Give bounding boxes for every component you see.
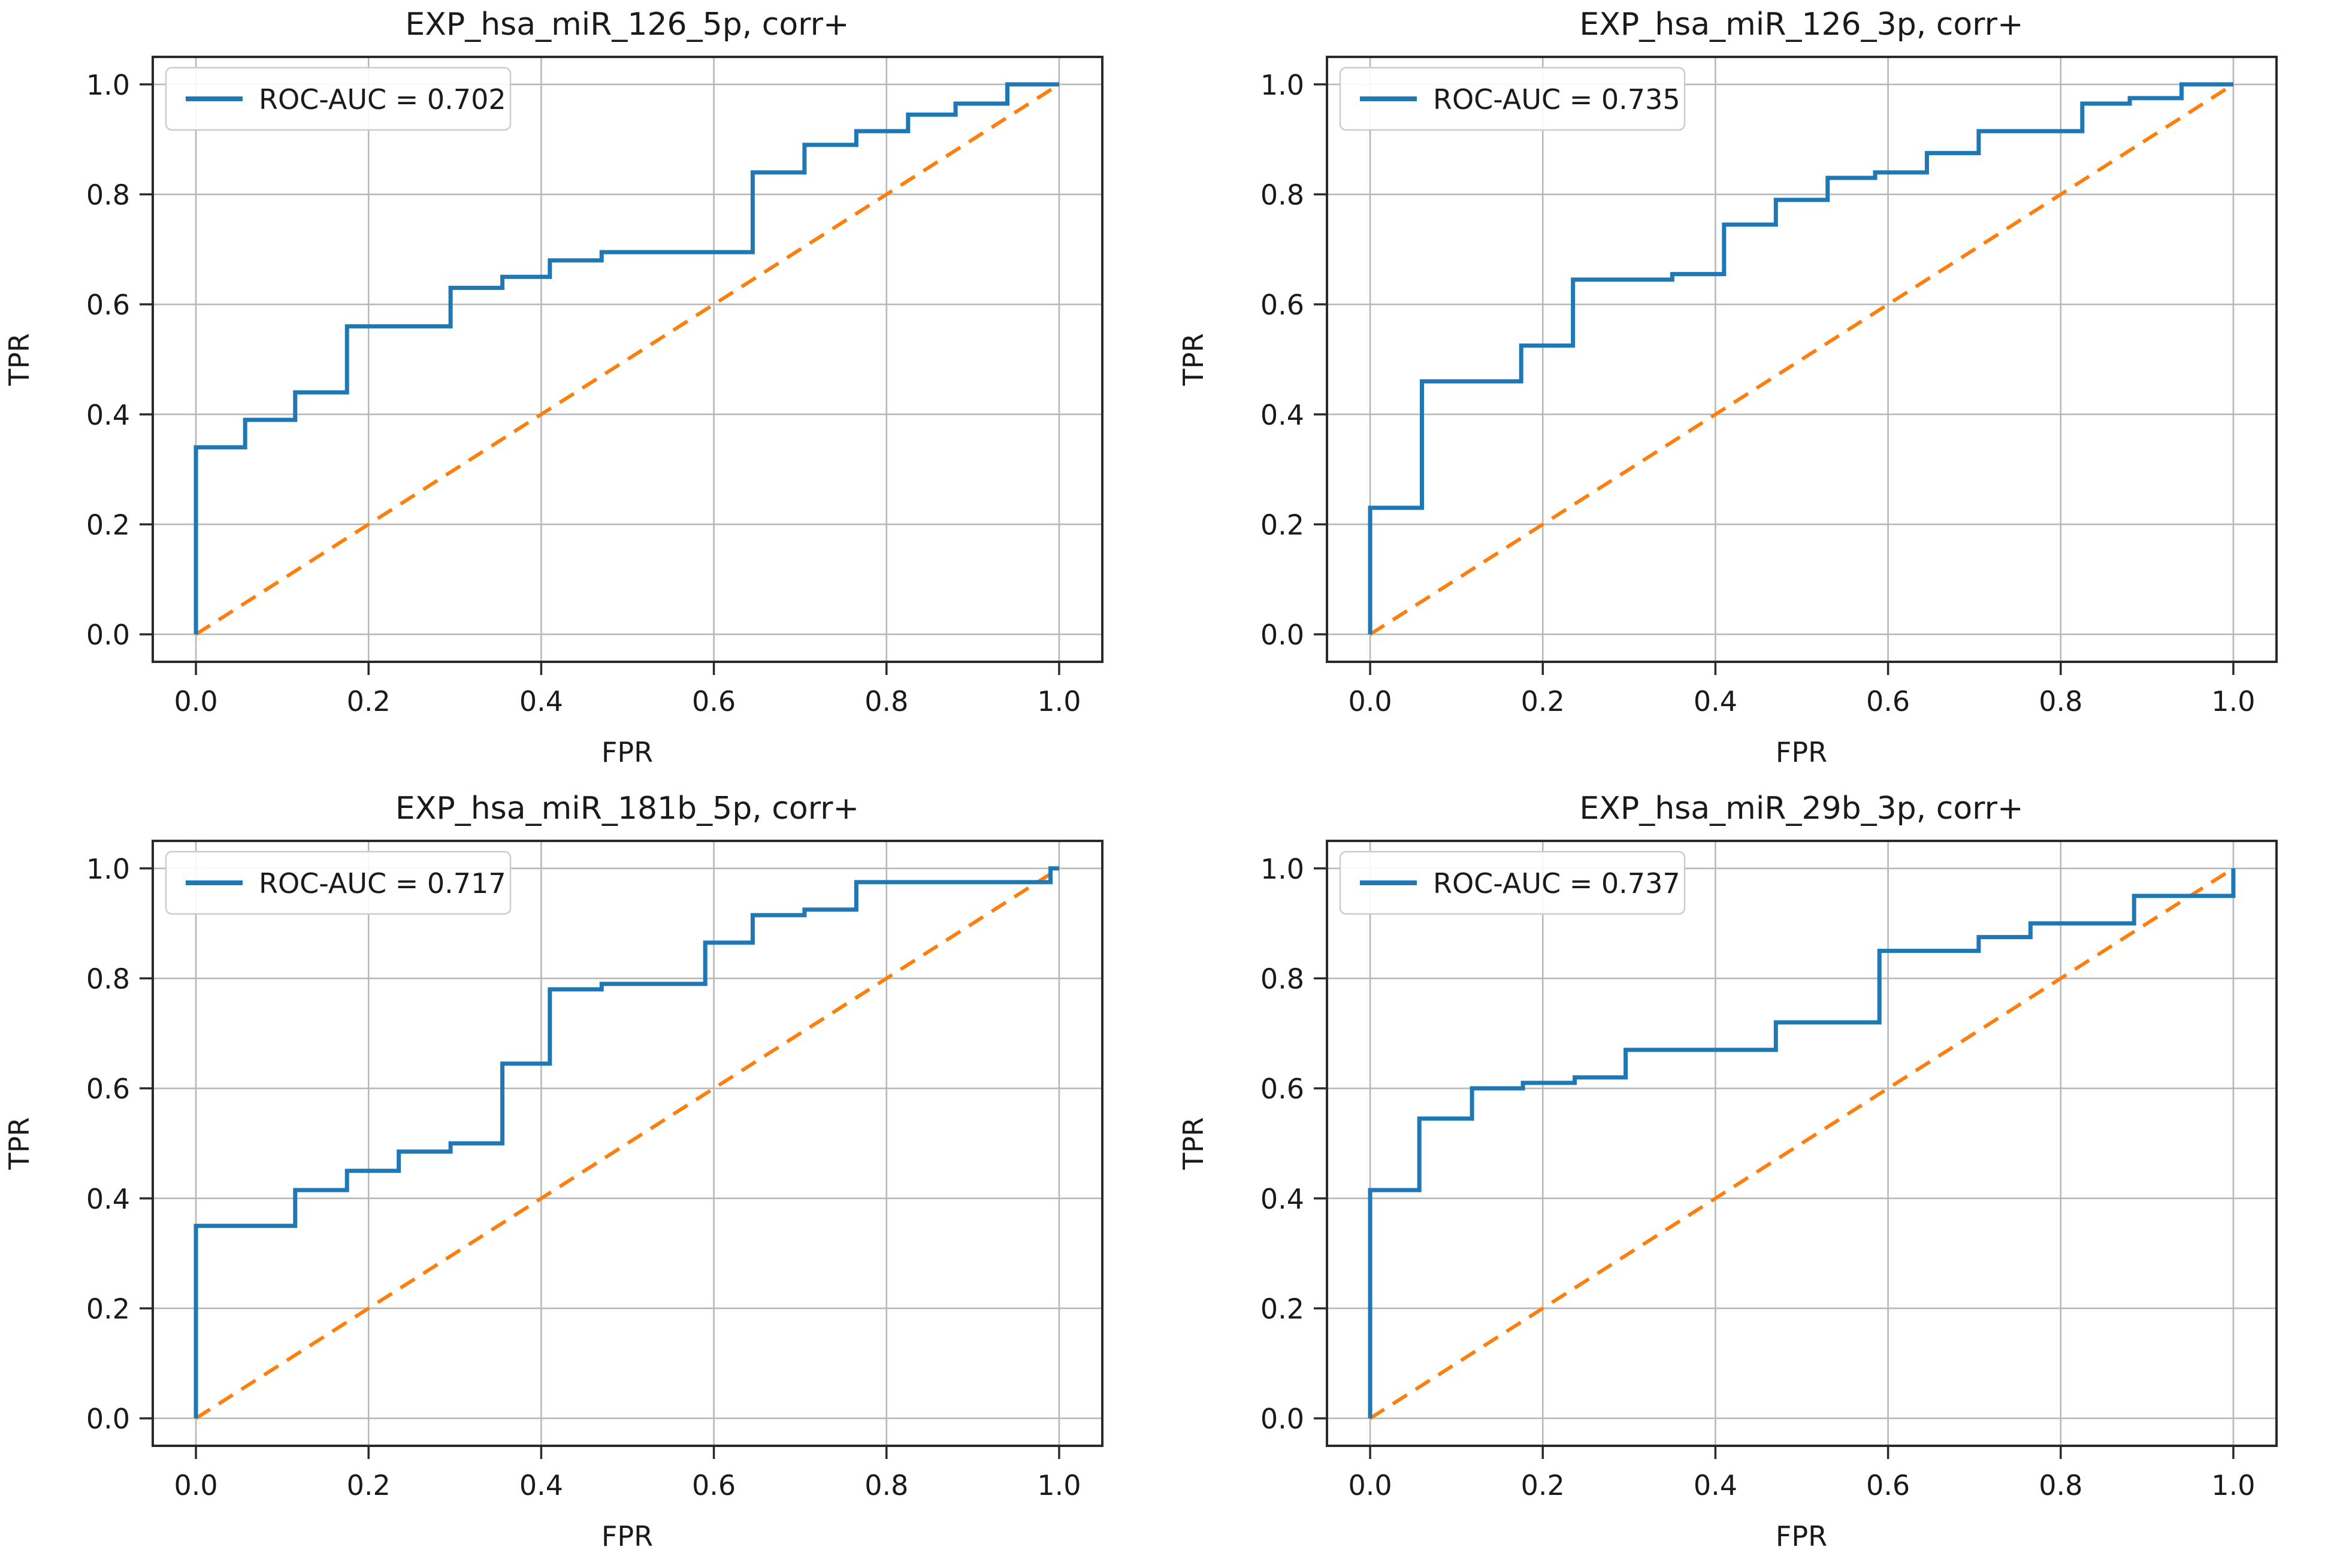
x-tick-label: 0.0 (1348, 685, 1392, 718)
y-tick-label: 0.4 (1260, 1183, 1304, 1215)
y-tick-label: 1.0 (86, 853, 130, 885)
legend: ROC-AUC = 0.717 (165, 850, 512, 915)
x-tick-label: 0.4 (519, 1469, 563, 1502)
roc-curve-line (194, 82, 1059, 635)
x-tick-label: 0.4 (1694, 1469, 1737, 1502)
y-tick-label: 0.6 (1260, 289, 1304, 321)
roc-chart-canvas: 0.0 0.2 0.4 0.6 0.8 1.0 0.0 0.2 0.4 0.6 0.8 1.0 EXP… (3, 7, 1104, 768)
y-tick-label: 0.2 (1260, 1292, 1304, 1325)
y-tick-label: 0.0 (1260, 1403, 1304, 1435)
y-tick-label: 0.8 (1260, 179, 1304, 211)
x-tick-label: 0.6 (692, 1469, 736, 1502)
legend-label: ROC-AUC = 0.717 (259, 867, 506, 900)
y-axis-label: TPR (1177, 1117, 1210, 1170)
axes-spines (152, 840, 1104, 1447)
x-tick-label: 0.8 (864, 685, 908, 718)
roc-subplot-mir-29b-3p: 0.0 0.2 0.4 0.6 0.8 1.0 0.0 0.2 0.4 0.6 0.8 1.0 EXP… (1174, 784, 2348, 1568)
y-tick-label: 0.4 (86, 1183, 130, 1215)
plot-area: 0.0 0.2 0.4 0.6 0.8 1.0 0.0 0.2 0.4 0.6 0.8 1.0 (86, 56, 1104, 718)
x-tick-label: 0.0 (1348, 1469, 1392, 1502)
y-tick-label: 0.6 (1260, 1073, 1304, 1105)
y-tick-label: 0.4 (86, 399, 130, 431)
legend-label: ROC-AUC = 0.702 (259, 83, 506, 116)
y-tick-label: 0.8 (86, 179, 130, 211)
y-tick-label: 0.6 (86, 1073, 130, 1105)
y-tick-label: 1.0 (1260, 853, 1304, 885)
x-tick-label: 0.2 (347, 1469, 391, 1502)
x-axis-label: FPR (601, 736, 653, 768)
x-tick-label: 0.2 (1521, 685, 1565, 718)
x-tick-label: 0.6 (692, 685, 736, 718)
x-tick-label: 0.2 (347, 685, 391, 718)
x-tick-label: 0.4 (1694, 685, 1737, 718)
x-tick-label: 1.0 (2211, 685, 2255, 718)
plot-area: 0.0 0.2 0.4 0.6 0.8 1.0 0.0 0.2 0.4 0.6 0.8 1.0 (86, 840, 1104, 1502)
x-tick-label: 0.8 (864, 1469, 908, 1502)
roc-curve-line (1368, 868, 2236, 1419)
legend-box (165, 850, 512, 915)
plot-area: 0.0 0.2 0.4 0.6 0.8 1.0 0.0 0.2 0.4 0.6 0.8 1.0 (1260, 840, 2278, 1502)
plot-title: EXP_hsa_miR_181b_5p, corr+ (395, 791, 859, 827)
legend-label: ROC-AUC = 0.737 (1433, 867, 1680, 900)
axes-spines (1326, 56, 2278, 663)
y-tick-label: 0.2 (1260, 508, 1304, 541)
plot-title: EXP_hsa_miR_126_5p, corr+ (405, 7, 849, 43)
y-tick-label: 1.0 (1260, 69, 1304, 101)
y-axis-label: TPR (3, 333, 35, 386)
x-tick-label: 0.4 (519, 685, 563, 718)
legend: ROC-AUC = 0.702 (165, 66, 512, 131)
x-axis-label: FPR (1776, 736, 1827, 768)
y-tick-label: 1.0 (86, 69, 130, 101)
x-tick-label: 1.0 (2211, 1469, 2255, 1502)
y-tick-label: 0.0 (86, 1403, 130, 1435)
x-tick-label: 0.6 (1866, 685, 1910, 718)
x-tick-label: 0.8 (2039, 1469, 2082, 1502)
y-tick-label: 0.0 (1260, 619, 1304, 651)
legend-box (165, 66, 512, 131)
x-axis-label: FPR (1776, 1520, 1827, 1552)
chance-diagonal-line (1369, 83, 2235, 636)
roc-subplot-mir-126-3p: 0.0 0.2 0.4 0.6 0.8 1.0 0.0 0.2 0.4 0.6 0.8 1.0 EXP… (1174, 0, 2348, 784)
roc-chart-canvas: 0.0 0.2 0.4 0.6 0.8 1.0 0.0 0.2 0.4 0.6 0.8 1.0 EXP… (1177, 791, 2278, 1552)
y-tick-label: 0.8 (86, 963, 130, 995)
x-tick-label: 0.0 (174, 685, 217, 718)
roc-chart-canvas: 0.0 0.2 0.4 0.6 0.8 1.0 0.0 0.2 0.4 0.6 0.8 1.0 EXP… (1177, 7, 2278, 768)
axes-spines (1326, 840, 2278, 1447)
x-tick-label: 0.2 (1521, 1469, 1565, 1502)
x-tick-label: 1.0 (1037, 1469, 1081, 1502)
roc-curve-line (194, 866, 1059, 1419)
axes-spines (152, 56, 1104, 663)
x-tick-label: 1.0 (1037, 685, 1081, 718)
legend: ROC-AUC = 0.737 (1339, 850, 1686, 915)
roc-chart-canvas: 0.0 0.2 0.4 0.6 0.8 1.0 0.0 0.2 0.4 0.6 0.8 1.0 EXP… (3, 791, 1104, 1552)
y-tick-label: 0.6 (86, 289, 130, 321)
y-tick-label: 0.0 (86, 619, 130, 651)
roc-subplot-mir-181b-5p: 0.0 0.2 0.4 0.6 0.8 1.0 0.0 0.2 0.4 0.6 0.8 1.0 EXP… (0, 784, 1174, 1568)
y-axis-label: TPR (1177, 333, 1210, 386)
plot-title: EXP_hsa_miR_126_3p, corr+ (1579, 7, 2023, 43)
y-tick-label: 0.4 (1260, 399, 1304, 431)
legend-label: ROC-AUC = 0.735 (1433, 83, 1680, 116)
y-tick-label: 0.2 (86, 1292, 130, 1325)
x-tick-label: 0.0 (174, 1469, 217, 1502)
chance-diagonal-line (195, 83, 1060, 636)
legend-box (1339, 850, 1686, 915)
chance-diagonal-line (1369, 867, 2235, 1420)
y-tick-label: 0.8 (1260, 963, 1304, 995)
chance-diagonal-line (195, 867, 1060, 1420)
legend: ROC-AUC = 0.735 (1339, 66, 1686, 131)
y-tick-label: 0.2 (86, 508, 130, 541)
legend-box (1339, 66, 1686, 131)
roc-curve-line (1368, 82, 2233, 635)
x-tick-label: 0.8 (2039, 685, 2082, 718)
plot-title: EXP_hsa_miR_29b_3p, corr+ (1579, 791, 2023, 827)
x-axis-label: FPR (601, 1520, 653, 1552)
plot-area: 0.0 0.2 0.4 0.6 0.8 1.0 0.0 0.2 0.4 0.6 0.8 1.0 (1260, 56, 2278, 718)
roc-subplot-mir-126-5p: 0.0 0.2 0.4 0.6 0.8 1.0 0.0 0.2 0.4 0.6 0.8 1.0 EXP… (0, 0, 1174, 784)
y-axis-label: TPR (3, 1117, 35, 1170)
x-tick-label: 0.6 (1866, 1469, 1910, 1502)
